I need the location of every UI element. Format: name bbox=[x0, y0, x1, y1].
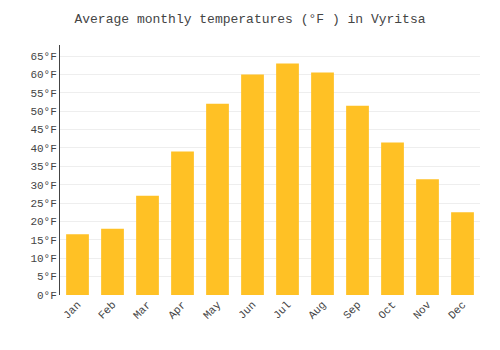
svg-text:20°F: 20°F bbox=[30, 216, 56, 228]
svg-text:55°F: 55°F bbox=[30, 88, 56, 100]
svg-text:35°F: 35°F bbox=[30, 161, 56, 173]
svg-text:30°F: 30°F bbox=[30, 180, 56, 192]
svg-text:Aug: Aug bbox=[306, 299, 328, 321]
svg-text:60°F: 60°F bbox=[30, 69, 56, 81]
svg-text:50°F: 50°F bbox=[30, 106, 56, 118]
svg-text:15°F: 15°F bbox=[30, 235, 56, 247]
svg-text:Jan: Jan bbox=[61, 299, 83, 321]
svg-text:45°F: 45°F bbox=[30, 124, 56, 136]
svg-text:Oct: Oct bbox=[376, 299, 398, 321]
svg-text:5°F: 5°F bbox=[37, 271, 57, 283]
svg-text:Nov: Nov bbox=[411, 299, 434, 322]
svg-text:Mar: Mar bbox=[131, 299, 153, 321]
svg-text:Jun: Jun bbox=[236, 299, 258, 321]
svg-text:Jul: Jul bbox=[271, 299, 293, 321]
svg-text:Apr: Apr bbox=[166, 299, 188, 321]
svg-text:0°F: 0°F bbox=[37, 290, 57, 302]
svg-text:40°F: 40°F bbox=[30, 143, 56, 155]
svg-text:Feb: Feb bbox=[96, 299, 118, 321]
svg-text:Average monthly temperatures (: Average monthly temperatures (°F ) in Vy… bbox=[74, 12, 425, 27]
svg-text:25°F: 25°F bbox=[30, 198, 56, 210]
svg-text:10°F: 10°F bbox=[30, 253, 56, 265]
svg-text:65°F: 65°F bbox=[30, 51, 56, 63]
svg-text:Sep: Sep bbox=[341, 299, 363, 321]
svg-text:May: May bbox=[201, 299, 224, 322]
svg-text:Dec: Dec bbox=[446, 299, 468, 321]
